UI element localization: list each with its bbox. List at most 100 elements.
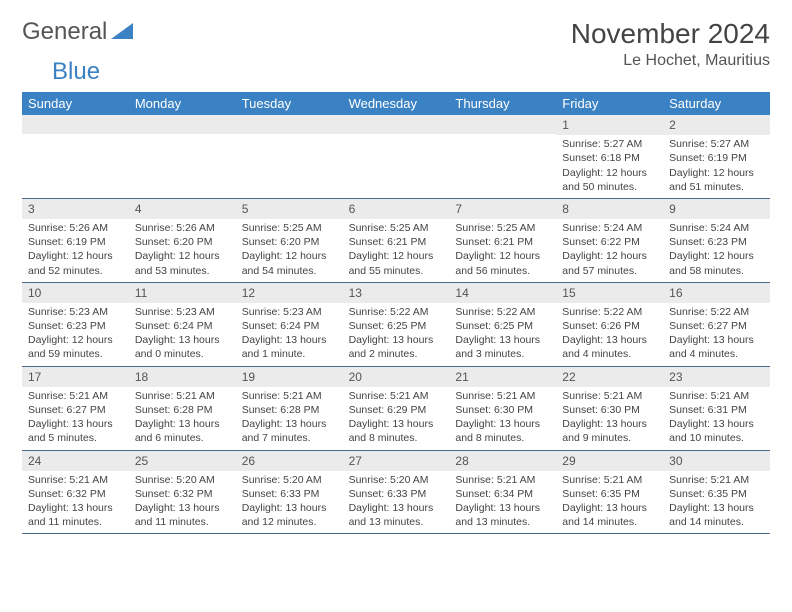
- week-row: 10Sunrise: 5:23 AMSunset: 6:23 PMDayligh…: [22, 283, 770, 367]
- daylight-text: Daylight: 13 hours and 11 minutes.: [28, 501, 123, 529]
- day-number: [343, 115, 450, 134]
- logo: General: [22, 18, 135, 46]
- day-header: Tuesday: [236, 92, 343, 115]
- day-number: 2: [663, 115, 770, 135]
- day-cell: 9Sunrise: 5:24 AMSunset: 6:23 PMDaylight…: [663, 199, 770, 282]
- day-number: 12: [236, 283, 343, 303]
- day-content: Sunrise: 5:27 AMSunset: 6:19 PMDaylight:…: [663, 135, 770, 198]
- day-content: Sunrise: 5:21 AMSunset: 6:35 PMDaylight:…: [663, 471, 770, 534]
- day-cell: 29Sunrise: 5:21 AMSunset: 6:35 PMDayligh…: [556, 451, 663, 534]
- sunrise-text: Sunrise: 5:23 AM: [242, 305, 337, 319]
- calendar: SundayMondayTuesdayWednesdayThursdayFrid…: [22, 92, 770, 534]
- sunrise-text: Sunrise: 5:21 AM: [349, 389, 444, 403]
- day-number: 18: [129, 367, 236, 387]
- day-content: Sunrise: 5:21 AMSunset: 6:27 PMDaylight:…: [22, 387, 129, 450]
- day-content: Sunrise: 5:20 AMSunset: 6:32 PMDaylight:…: [129, 471, 236, 534]
- sunset-text: Sunset: 6:23 PM: [669, 235, 764, 249]
- day-number: 3: [22, 199, 129, 219]
- day-cell: 6Sunrise: 5:25 AMSunset: 6:21 PMDaylight…: [343, 199, 450, 282]
- day-content: Sunrise: 5:22 AMSunset: 6:25 PMDaylight:…: [449, 303, 556, 366]
- sunrise-text: Sunrise: 5:22 AM: [349, 305, 444, 319]
- week-row: 3Sunrise: 5:26 AMSunset: 6:19 PMDaylight…: [22, 199, 770, 283]
- day-header: Wednesday: [343, 92, 450, 115]
- daylight-text: Daylight: 12 hours and 54 minutes.: [242, 249, 337, 277]
- daylight-text: Daylight: 12 hours and 51 minutes.: [669, 166, 764, 194]
- day-content: Sunrise: 5:26 AMSunset: 6:20 PMDaylight:…: [129, 219, 236, 282]
- weeks-container: 1Sunrise: 5:27 AMSunset: 6:18 PMDaylight…: [22, 115, 770, 534]
- day-header: Sunday: [22, 92, 129, 115]
- daylight-text: Daylight: 13 hours and 13 minutes.: [455, 501, 550, 529]
- sunset-text: Sunset: 6:28 PM: [135, 403, 230, 417]
- sunrise-text: Sunrise: 5:25 AM: [242, 221, 337, 235]
- day-cell: 20 Sunrise: 5:21 AMSunset: 6:29 PMDayligh…: [343, 367, 450, 450]
- sunrise-text: Sunrise: 5:27 AM: [669, 137, 764, 151]
- day-number: 8: [556, 199, 663, 219]
- sunset-text: Sunset: 6:33 PM: [349, 487, 444, 501]
- sunrise-text: Sunrise: 5:24 AM: [562, 221, 657, 235]
- daylight-text: Daylight: 13 hours and 5 minutes.: [28, 417, 123, 445]
- day-number: 24: [22, 451, 129, 471]
- day-number: 30: [663, 451, 770, 471]
- sunrise-text: Sunrise: 5:22 AM: [455, 305, 550, 319]
- daylight-text: Daylight: 12 hours and 50 minutes.: [562, 166, 657, 194]
- week-row: 17Sunrise: 5:21 AMSunset: 6:27 PMDayligh…: [22, 367, 770, 451]
- sunrise-text: Sunrise: 5:27 AM: [562, 137, 657, 151]
- month-title: November 2024: [571, 18, 770, 50]
- sunset-text: Sunset: 6:35 PM: [669, 487, 764, 501]
- day-cell: 28Sunrise: 5:21 AMSunset: 6:34 PMDayligh…: [449, 451, 556, 534]
- daylight-text: Daylight: 12 hours and 57 minutes.: [562, 249, 657, 277]
- day-number: 28: [449, 451, 556, 471]
- sunrise-text: Sunrise: 5:20 AM: [349, 473, 444, 487]
- daylight-text: Daylight: 13 hours and 14 minutes.: [562, 501, 657, 529]
- sunset-text: Sunset: 6:26 PM: [562, 319, 657, 333]
- sunset-text: Sunset: 6:29 PM: [349, 403, 444, 417]
- day-number: 7: [449, 199, 556, 219]
- sunset-text: Sunset: 6:27 PM: [28, 403, 123, 417]
- day-content: Sunrise: 5:25 AMSunset: 6:20 PMDaylight:…: [236, 219, 343, 282]
- day-cell: 24Sunrise: 5:21 AMSunset: 6:32 PMDayligh…: [22, 451, 129, 534]
- sunrise-text: Sunrise: 5:22 AM: [562, 305, 657, 319]
- day-number: 15: [556, 283, 663, 303]
- day-number: 17: [22, 367, 129, 387]
- sunset-text: Sunset: 6:25 PM: [349, 319, 444, 333]
- logo-text-2: Blue: [52, 58, 792, 86]
- day-number: [22, 115, 129, 134]
- day-cell: 21Sunrise: 5:21 AMSunset: 6:30 PMDayligh…: [449, 367, 556, 450]
- day-cell: 22Sunrise: 5:21 AMSunset: 6:30 PMDayligh…: [556, 367, 663, 450]
- day-cell: 1Sunrise: 5:27 AMSunset: 6:18 PMDaylight…: [556, 115, 663, 198]
- daylight-text: Daylight: 12 hours and 52 minutes.: [28, 249, 123, 277]
- day-content: Sunrise: 5:22 AMSunset: 6:27 PMDaylight:…: [663, 303, 770, 366]
- daylight-text: Daylight: 13 hours and 4 minutes.: [562, 333, 657, 361]
- day-content: Sunrise: 5:24 AMSunset: 6:22 PMDaylight:…: [556, 219, 663, 282]
- sunset-text: Sunset: 6:20 PM: [135, 235, 230, 249]
- daylight-text: Daylight: 13 hours and 14 minutes.: [669, 501, 764, 529]
- day-content: Sunrise: 5:22 AMSunset: 6:26 PMDaylight:…: [556, 303, 663, 366]
- day-content: Sunrise: 5:23 AMSunset: 6:24 PMDaylight:…: [236, 303, 343, 366]
- sunrise-text: Sunrise: 5:21 AM: [455, 473, 550, 487]
- day-content: Sunrise: 5:21 AMSunset: 6:34 PMDaylight:…: [449, 471, 556, 534]
- day-content: Sunrise: 5:23 AMSunset: 6:23 PMDaylight:…: [22, 303, 129, 366]
- daylight-text: Daylight: 13 hours and 8 minutes.: [455, 417, 550, 445]
- sunset-text: Sunset: 6:18 PM: [562, 151, 657, 165]
- sunset-text: Sunset: 6:24 PM: [242, 319, 337, 333]
- day-number: 20: [343, 367, 450, 387]
- day-content: Sunrise: 5:23 AMSunset: 6:24 PMDaylight:…: [129, 303, 236, 366]
- sunrise-text: Sunrise: 5:24 AM: [669, 221, 764, 235]
- day-content: Sunrise: 5:24 AMSunset: 6:23 PMDaylight:…: [663, 219, 770, 282]
- sunrise-text: Sunrise: 5:20 AM: [135, 473, 230, 487]
- day-cell: 15Sunrise: 5:22 AMSunset: 6:26 PMDayligh…: [556, 283, 663, 366]
- day-number: 16: [663, 283, 770, 303]
- sunset-text: Sunset: 6:32 PM: [135, 487, 230, 501]
- day-content: Sunrise: 5:22 AMSunset: 6:25 PMDaylight:…: [343, 303, 450, 366]
- daylight-text: Daylight: 13 hours and 8 minutes.: [349, 417, 444, 445]
- day-cell: 3Sunrise: 5:26 AMSunset: 6:19 PMDaylight…: [22, 199, 129, 282]
- sunrise-text: Sunrise: 5:21 AM: [28, 473, 123, 487]
- daylight-text: Daylight: 12 hours and 59 minutes.: [28, 333, 123, 361]
- day-cell: 25Sunrise: 5:20 AMSunset: 6:32 PMDayligh…: [129, 451, 236, 534]
- day-cell: [449, 115, 556, 198]
- sunrise-text: Sunrise: 5:20 AM: [242, 473, 337, 487]
- day-cell: [343, 115, 450, 198]
- daylight-text: Daylight: 13 hours and 6 minutes.: [135, 417, 230, 445]
- daylight-text: Daylight: 12 hours and 55 minutes.: [349, 249, 444, 277]
- day-content: Sunrise: 5:27 AMSunset: 6:18 PMDaylight:…: [556, 135, 663, 198]
